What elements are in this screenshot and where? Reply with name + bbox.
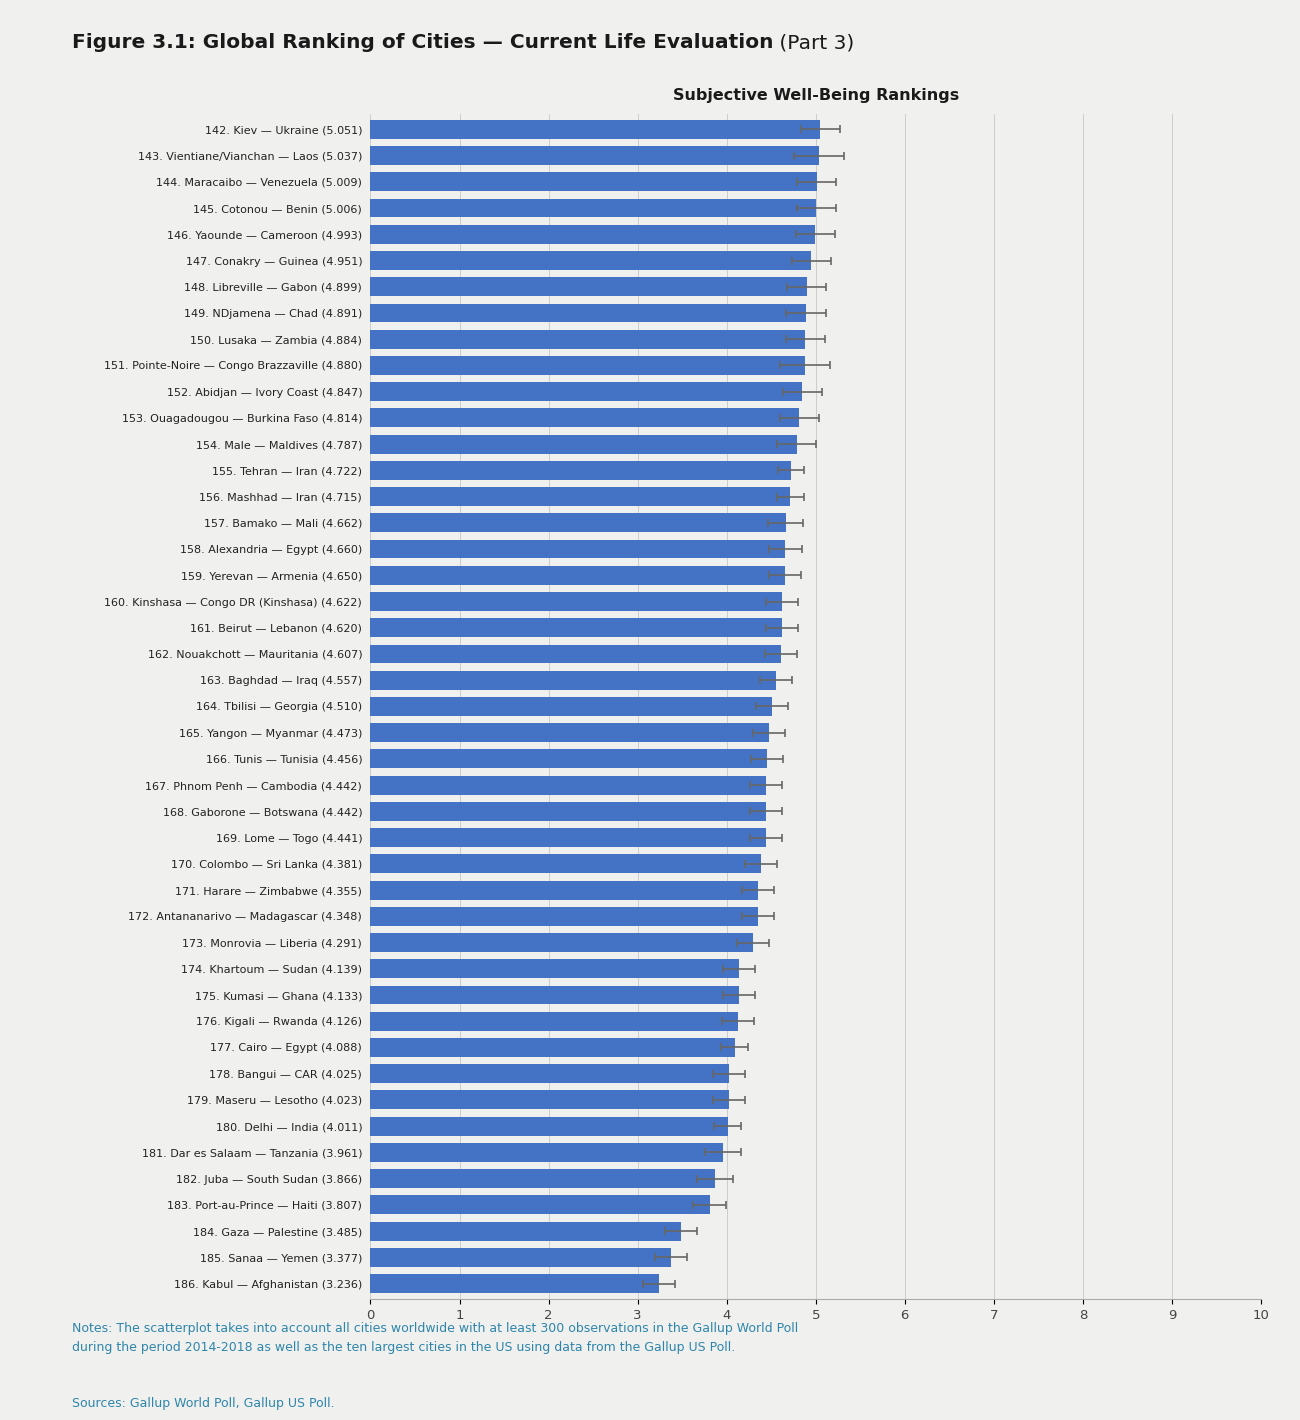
Bar [370, 697, 772, 716]
Bar [370, 1248, 671, 1267]
Bar [370, 670, 776, 690]
Bar [370, 775, 766, 795]
Bar [370, 251, 811, 270]
Bar [370, 960, 740, 978]
Bar [370, 880, 758, 899]
Bar [370, 199, 816, 217]
Bar [370, 119, 820, 139]
Bar [370, 172, 816, 192]
Bar [370, 1116, 728, 1136]
Bar [370, 224, 815, 244]
Bar [370, 1064, 729, 1083]
Bar [370, 907, 758, 926]
Bar [370, 277, 807, 297]
Bar [370, 723, 768, 743]
Bar [370, 1038, 734, 1056]
Bar [370, 985, 738, 1004]
Bar [370, 514, 785, 532]
Bar [370, 592, 783, 611]
Bar [370, 1274, 659, 1294]
Bar [370, 435, 797, 453]
Bar [370, 1143, 723, 1162]
Bar [370, 750, 767, 768]
Bar [370, 828, 766, 848]
Bar [370, 382, 802, 400]
Bar [370, 933, 753, 951]
Bar [370, 462, 790, 480]
Bar [370, 1221, 681, 1241]
Bar [370, 802, 766, 821]
Bar [370, 540, 785, 558]
Bar [370, 1196, 710, 1214]
Text: Sources: Gallup World Poll, Gallup US Poll.: Sources: Gallup World Poll, Gallup US Po… [72, 1397, 334, 1410]
Text: (Part 3): (Part 3) [774, 33, 854, 53]
Bar [370, 618, 781, 638]
Bar [370, 1169, 715, 1189]
Bar [370, 146, 819, 165]
Bar [370, 356, 805, 375]
Bar [370, 855, 760, 873]
Text: Figure 3.1: Global Ranking of Cities — Current Life Evaluation: Figure 3.1: Global Ranking of Cities — C… [72, 33, 773, 53]
Bar [370, 645, 781, 663]
Bar [370, 409, 800, 427]
Text: Notes: The scatterplot takes into account all cities worldwide with at least 300: Notes: The scatterplot takes into accoun… [72, 1322, 798, 1355]
Bar [370, 304, 806, 322]
Bar [370, 329, 806, 349]
Bar [370, 565, 785, 585]
Bar [370, 1091, 729, 1109]
Bar [370, 487, 790, 506]
Title: Subjective Well-Being Rankings: Subjective Well-Being Rankings [672, 88, 959, 102]
Bar [370, 1012, 738, 1031]
